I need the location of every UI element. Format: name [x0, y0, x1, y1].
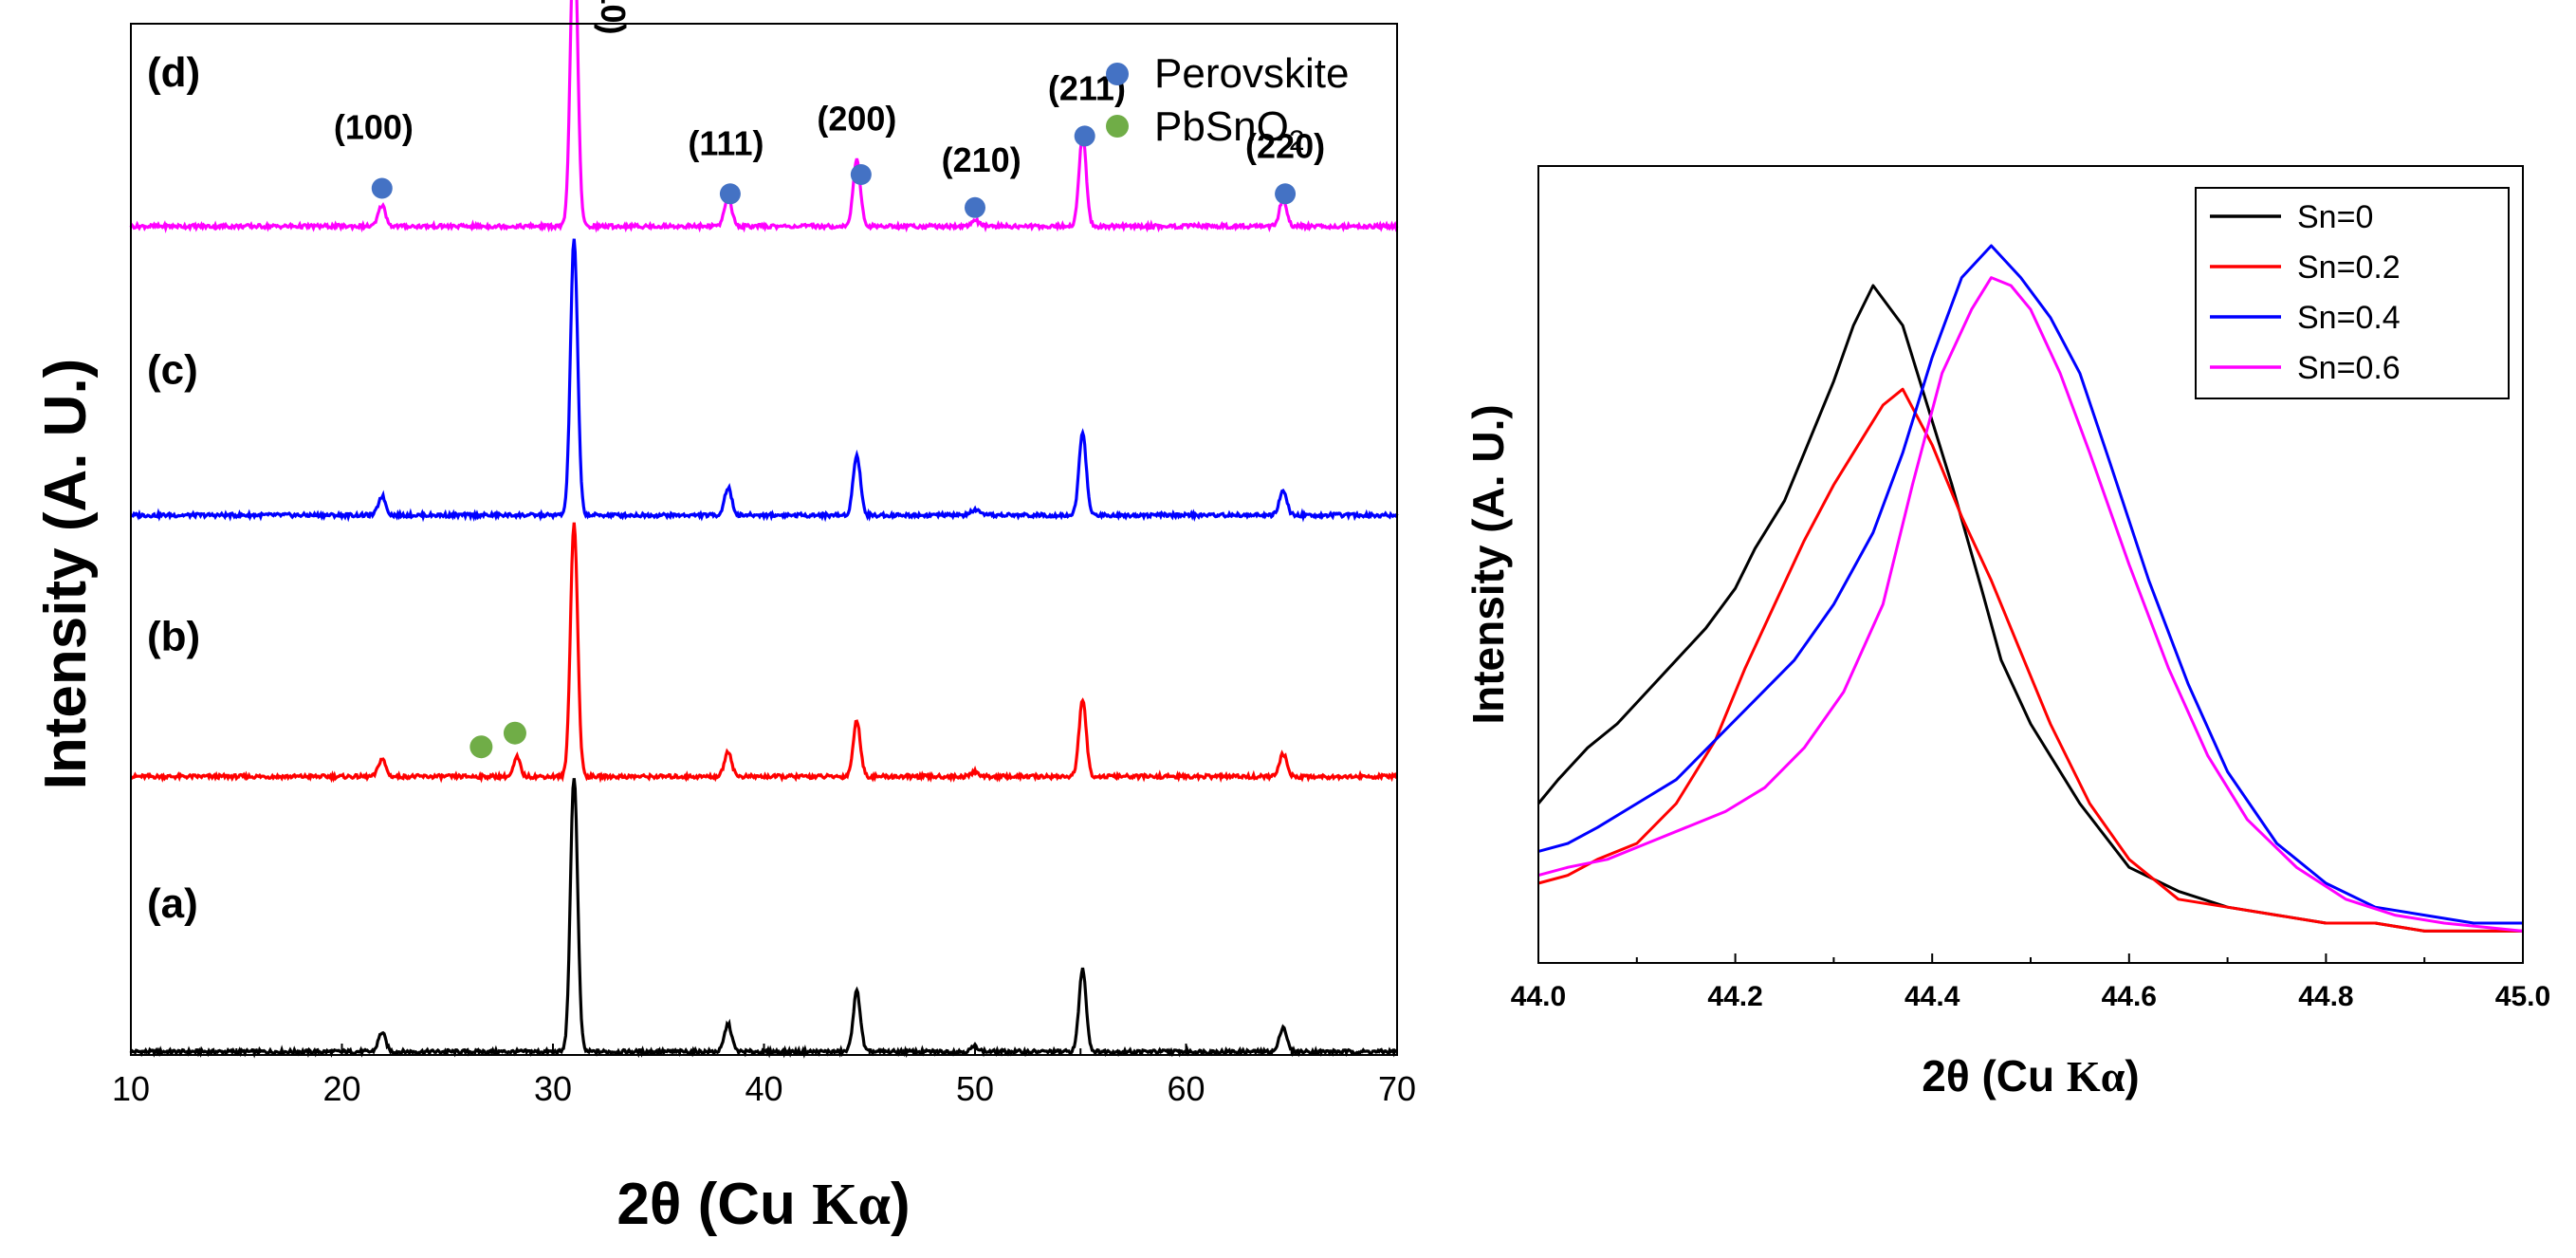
x-tick-label: 70 — [1378, 1069, 1416, 1108]
legend-label: Sn=0.4 — [2297, 300, 2401, 336]
legend-label: Sn=0.2 — [2297, 250, 2401, 286]
perovskite-marker — [965, 196, 985, 218]
peak-label: (110) — [594, 0, 633, 35]
series-label: (d) — [147, 49, 200, 96]
x-tick-label: 44.6 — [2102, 981, 2157, 1012]
series-label: (b) — [147, 614, 200, 660]
x-tick-label: 45.0 — [2495, 981, 2550, 1012]
x-tick-label: 60 — [1167, 1069, 1205, 1108]
xrd-series-d — [129, 0, 1399, 234]
x-tick-label: 44.2 — [1707, 981, 1762, 1012]
peak-label-group: (100)(110)(111)(200)(210)(211)(220) — [334, 0, 1325, 179]
peak-series-Sn-0-2 — [1537, 387, 2523, 933]
x-axis-title-left: 2θ (Cu Kα) — [616, 1172, 910, 1237]
peak-label: (200) — [817, 100, 896, 139]
legend-label-perovskite: Perovskite — [1154, 50, 1349, 97]
peak-label: (220) — [1245, 127, 1325, 166]
phase-legend: Perovskite PbSnO2 — [1106, 50, 1349, 157]
perovskite-marker — [371, 177, 393, 199]
series-label-group: (a) (b) (c) (d) — [147, 49, 200, 927]
series-label: (c) — [147, 346, 198, 393]
peak-label: (111) — [688, 124, 764, 163]
xrd-series-c — [130, 238, 1399, 523]
peak-label: (210) — [942, 140, 1021, 179]
x-tick-label: 20 — [322, 1069, 360, 1108]
legend-marker-perovskite — [1106, 63, 1129, 85]
xrd-series-b — [130, 522, 1398, 784]
legend-marker-pbsno2 — [1106, 115, 1129, 138]
peak-shift-chart: 44.0 44.2 44.4 44.6 44.8 45.0 Sn=0 Sn=0.2 Sn=0.… — [1463, 165, 2550, 1101]
perovskite-marker — [1275, 183, 1297, 205]
legend-box — [2195, 187, 2510, 399]
peak-series-Sn-0-4 — [1537, 244, 2523, 925]
perovskite-marker — [850, 164, 872, 185]
peak-series-Sn-0-6 — [1537, 276, 2524, 933]
x-axis-title-right: 2θ (Cu Kα) — [1922, 1051, 2139, 1101]
legend-label: Sn=0.6 — [2297, 350, 2401, 386]
y-axis-title-right: Intensity (A. U.) — [1463, 404, 1513, 724]
composition-legend: Sn=0 Sn=0.2 Sn=0.4 Sn=0.6 — [2195, 187, 2510, 399]
peak-shift-series-group — [1536, 244, 2524, 933]
x-tick-label: 50 — [956, 1069, 994, 1108]
x-tick-label: 44.4 — [1904, 981, 1960, 1012]
xrd-pattern-chart: (100)(110)(111)(200)(210)(211)(220) (a)(… — [33, 0, 1416, 1237]
x-tick-label: 40 — [745, 1069, 782, 1108]
series-label: (a) — [147, 880, 198, 927]
legend-label-pbsno2: PbSnO2 — [1154, 103, 1305, 157]
x-tick-label: 30 — [534, 1069, 572, 1108]
pbsno2-marker — [469, 735, 493, 759]
peak-label: (100) — [334, 107, 414, 146]
perovskite-marker — [1074, 125, 1095, 147]
pbsno2-marker — [503, 721, 526, 745]
x-tick-label: 44.8 — [2298, 981, 2353, 1012]
x-axis-ticks-left: 10 20 30 40 50 60 70 — [112, 1044, 1416, 1108]
x-axis-ticks-right: 44.0 44.2 44.4 44.6 44.8 45.0 — [1511, 953, 2550, 1012]
legend-label: Sn=0 — [2297, 199, 2373, 235]
x-tick-label: 10 — [112, 1069, 150, 1108]
y-axis-title-left: Intensity (A. U.) — [33, 359, 99, 790]
x-tick-label: 44.0 — [1511, 981, 1566, 1012]
perovskite-marker — [719, 183, 741, 205]
phase-marker-group — [371, 125, 1297, 759]
